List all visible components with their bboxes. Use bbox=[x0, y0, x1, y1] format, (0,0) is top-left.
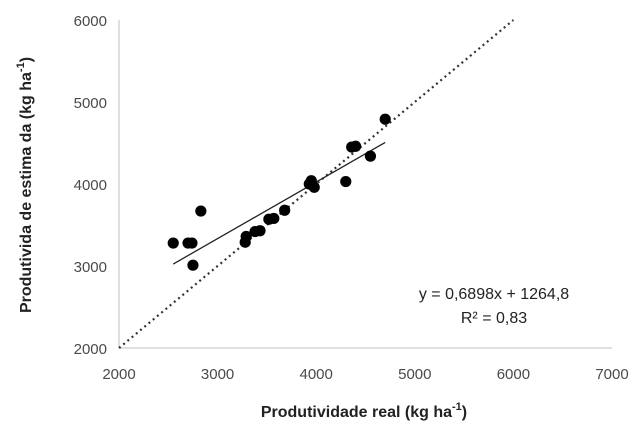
data-point bbox=[279, 204, 291, 216]
data-point bbox=[195, 205, 207, 217]
trend-line bbox=[172, 141, 386, 265]
x-tick-label: 7000 bbox=[595, 366, 628, 383]
y-tick-label: 3000 bbox=[74, 259, 107, 276]
y-axis-title: Produtivida de estima da (kg ha-1) bbox=[15, 57, 35, 313]
x-tick-label: 6000 bbox=[497, 366, 530, 383]
y-tick-label: 2000 bbox=[74, 341, 107, 358]
x-tick-label: 2000 bbox=[102, 366, 135, 383]
y-tick-label: 4000 bbox=[74, 177, 107, 194]
x-axis-title-sup: -1 bbox=[452, 401, 462, 413]
x-tick-labels: 2000 3000 4000 5000 6000 7000 bbox=[102, 366, 628, 383]
data-point bbox=[186, 237, 198, 249]
x-tick-label: 3000 bbox=[201, 366, 234, 383]
data-point bbox=[379, 113, 391, 125]
data-point bbox=[308, 181, 320, 193]
y-tick-label: 5000 bbox=[74, 95, 107, 112]
data-points bbox=[167, 113, 391, 271]
x-axis-title: Produtividade real (kg ha-1) bbox=[261, 401, 467, 421]
data-point bbox=[364, 150, 377, 162]
y-tick-label: 6000 bbox=[74, 13, 107, 30]
data-point bbox=[167, 237, 179, 249]
data-point bbox=[268, 212, 280, 225]
r-squared-label: R² = 0,83 bbox=[461, 310, 527, 327]
data-point bbox=[340, 175, 352, 188]
data-point bbox=[240, 230, 252, 243]
equation-label: y = 0,6898x + 1264,8 bbox=[419, 286, 569, 303]
y-tick-labels: 2000 3000 4000 5000 6000 bbox=[74, 13, 107, 358]
x-tick-label: 4000 bbox=[300, 366, 333, 383]
x-tick-label: 5000 bbox=[398, 366, 431, 383]
axes bbox=[118, 20, 612, 349]
data-point bbox=[350, 140, 362, 152]
y-axis-title-sup: -1 bbox=[15, 62, 27, 72]
data-point bbox=[254, 225, 266, 237]
data-point bbox=[187, 259, 199, 271]
